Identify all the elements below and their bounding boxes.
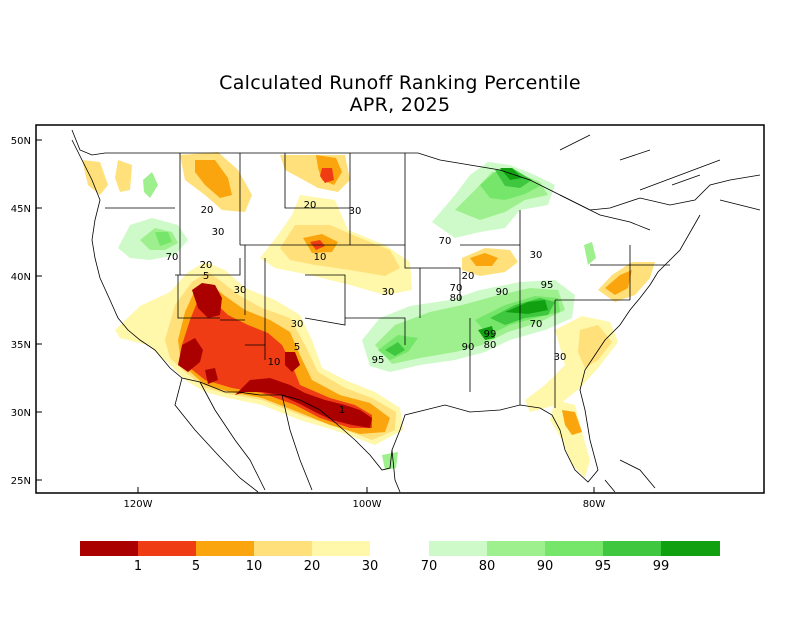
contour-label: 80 [484, 340, 497, 351]
contour-label: 90 [496, 287, 509, 298]
contour-label: 70 [439, 236, 452, 247]
us-outline [71, 129, 761, 483]
map-title: Calculated Runoff Ranking Percentile [219, 72, 581, 94]
dry-region-pacific-nw [82, 160, 108, 195]
contour-label: 1 [339, 405, 345, 416]
dry-region-northwest-inner [195, 160, 232, 198]
contour-labels: 20 30 20 30 10 30 20 5 30 30 10 5 1 70 7… [166, 200, 567, 416]
contour-label: 30 [382, 287, 395, 298]
dry-region-florida [550, 400, 590, 478]
dry-region-midatlantic-inner [605, 270, 632, 295]
contour-label: 20 [304, 200, 317, 211]
wet-region-idaho-wyoming-90 [155, 232, 172, 246]
map-frame [35, 124, 765, 494]
contour-label: 30 [349, 206, 362, 217]
legend-label: 70 [421, 559, 438, 574]
lat-tick-label: 25N [11, 476, 31, 487]
wet-region-new-york [584, 242, 596, 265]
lat-tick-label: 35N [11, 340, 31, 351]
contour-label: 20 [200, 260, 213, 271]
lat-tick-label: 50N [11, 136, 31, 147]
contour-label: 10 [268, 357, 281, 368]
legend-swatch [80, 541, 138, 556]
wet-region-texas-coast [382, 452, 398, 470]
legend-label: 20 [304, 559, 321, 574]
coastline-mexico [174, 377, 401, 493]
contour-label: 70 [166, 252, 179, 263]
contour-label: 95 [541, 280, 554, 291]
contour-label: 70 [450, 283, 463, 294]
legend-label: 1 [134, 559, 142, 574]
contour-label: 5 [203, 271, 209, 282]
dry-region-5 [182, 300, 372, 428]
dry-region-florida-inner [562, 410, 582, 435]
legend-swatch [661, 541, 720, 556]
boundaries [71, 129, 761, 493]
contour-label: 99 [484, 329, 497, 340]
lon-tick-label: 100W [353, 499, 382, 510]
contour-label: 95 [372, 355, 385, 366]
legend-label: 5 [192, 559, 200, 574]
caribbean-coast [604, 459, 656, 493]
legend-label: 99 [653, 559, 670, 574]
map-subtitle: APR, 2025 [349, 94, 451, 116]
lat-tick-label: 45N [11, 204, 31, 215]
contour-label: 30 [554, 352, 567, 363]
legend-swatch [138, 541, 196, 556]
lat-tick-label: 30N [11, 408, 31, 419]
contour-label: 30 [234, 285, 247, 296]
state-lines [105, 153, 670, 408]
legend-label: 10 [246, 559, 263, 574]
legend-swatch [254, 541, 312, 556]
contour-label: 10 [314, 252, 327, 263]
wet-region-ohio-valley-99 [478, 300, 548, 340]
contour-label: 20 [462, 271, 475, 282]
dry-region-montana-core [320, 168, 334, 183]
dry-region-indiana-inner [470, 253, 498, 266]
legend-label: 95 [595, 559, 612, 574]
legend-swatch [545, 541, 603, 556]
legend-swatch [603, 541, 661, 556]
dry-region-idaho [115, 160, 132, 192]
legend-swatch [196, 541, 254, 556]
legend-swatch [487, 541, 545, 556]
dry-region-1 [178, 283, 372, 428]
contour-label: 5 [294, 342, 300, 353]
latitude-axis: 50N 45N 40N 35N 30N 25N [11, 136, 42, 487]
contour-label: 30 [530, 250, 543, 261]
dry-region-southeast-inner [578, 325, 612, 368]
contour-label: 90 [462, 342, 475, 353]
legend-swatch [429, 541, 487, 556]
legend-label: 90 [537, 559, 554, 574]
contour-label: 30 [291, 319, 304, 330]
contour-label: 30 [212, 227, 225, 238]
contour-label: 80 [450, 293, 463, 304]
wet-region-montana-west [143, 172, 158, 198]
lat-tick-label: 40N [11, 272, 31, 283]
longitude-axis: 120W 100W 80W [124, 487, 606, 510]
color-legend: 1 5 10 20 30 70 80 90 95 99 [80, 541, 720, 574]
canada-lakes [559, 134, 761, 231]
legend-label: 30 [362, 559, 379, 574]
lon-tick-label: 120W [124, 499, 153, 510]
legend-label: 80 [479, 559, 496, 574]
legend-swatch [312, 541, 370, 556]
lon-tick-label: 80W [583, 499, 606, 510]
contour-label: 70 [530, 319, 543, 330]
contour-label: 20 [201, 205, 214, 216]
